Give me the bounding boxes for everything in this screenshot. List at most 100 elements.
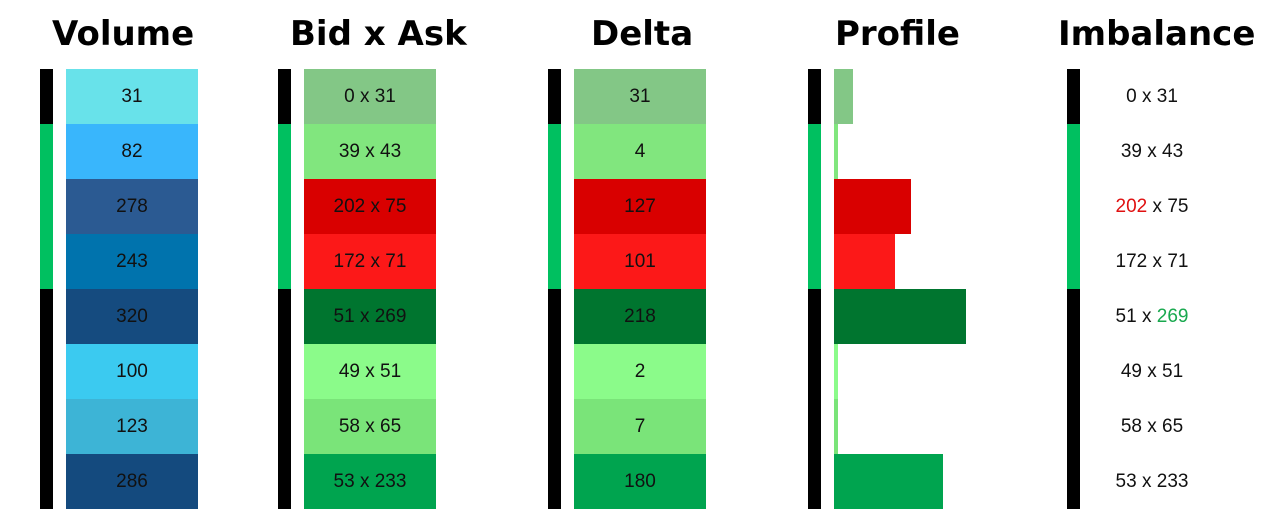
candle-segment bbox=[1067, 289, 1080, 344]
volume-cell: 31 bbox=[66, 69, 198, 124]
candle-segment bbox=[278, 69, 291, 124]
imbalance-header: Imbalance bbox=[1058, 14, 1256, 54]
bidask-cell: 172 x 71 bbox=[304, 234, 436, 289]
profile-bar bbox=[834, 399, 838, 454]
delta-cell: 31 bbox=[574, 69, 706, 124]
profile-bar bbox=[834, 124, 838, 179]
delta-cell: 101 bbox=[574, 234, 706, 289]
candle-segment bbox=[40, 234, 53, 289]
imbalance-ask: 51 bbox=[1162, 360, 1184, 382]
profile-bar bbox=[834, 289, 966, 344]
profile-bar bbox=[834, 179, 911, 234]
candle-segment bbox=[40, 69, 53, 124]
bidask-candle-bar bbox=[278, 69, 291, 509]
imbalance-ask: 65 bbox=[1162, 415, 1184, 437]
imbalance-row: 172 x 71 bbox=[1090, 234, 1214, 289]
bidask-cell: 202 x 75 bbox=[304, 179, 436, 234]
delta-cell: 218 bbox=[574, 289, 706, 344]
volume-cell: 320 bbox=[66, 289, 198, 344]
imbalance-bid: 202 bbox=[1115, 195, 1148, 217]
delta-cell: 180 bbox=[574, 454, 706, 509]
candle-segment bbox=[548, 344, 561, 399]
delta-cell: 7 bbox=[574, 399, 706, 454]
candle-segment bbox=[548, 234, 561, 289]
profile-bar bbox=[834, 454, 943, 509]
imbalance-separator: x bbox=[1136, 85, 1157, 107]
imbalance-ask: 71 bbox=[1167, 250, 1189, 272]
candle-segment bbox=[40, 124, 53, 179]
bidask-cell: 49 x 51 bbox=[304, 344, 436, 399]
candle-segment bbox=[808, 234, 821, 289]
imbalance-ask: 233 bbox=[1156, 470, 1189, 492]
delta-cell: 4 bbox=[574, 124, 706, 179]
imbalance-bid: 39 bbox=[1120, 140, 1142, 162]
volume-cell: 278 bbox=[66, 179, 198, 234]
candle-segment bbox=[1067, 179, 1080, 234]
candle-segment bbox=[40, 344, 53, 399]
imbalance-bid: 51 bbox=[1115, 305, 1137, 327]
delta-cell: 127 bbox=[574, 179, 706, 234]
imbalance-separator: x bbox=[1136, 305, 1157, 327]
imbalance-row: 202 x 75 bbox=[1090, 179, 1214, 234]
delta-cell: 2 bbox=[574, 344, 706, 399]
candle-segment bbox=[40, 179, 53, 234]
bidask-cell: 39 x 43 bbox=[304, 124, 436, 179]
bidask-cell: 51 x 269 bbox=[304, 289, 436, 344]
imbalance-row: 51 x 269 bbox=[1090, 289, 1214, 344]
profile-column bbox=[834, 69, 974, 509]
candle-segment bbox=[1067, 69, 1080, 124]
candle-segment bbox=[808, 69, 821, 124]
candle-segment bbox=[1067, 124, 1080, 179]
imbalance-bid: 58 bbox=[1120, 415, 1142, 437]
imbalance-ask: 43 bbox=[1162, 140, 1184, 162]
imbalance-ask: 75 bbox=[1167, 195, 1189, 217]
candle-segment bbox=[40, 399, 53, 454]
candle-segment bbox=[548, 399, 561, 454]
candle-segment bbox=[548, 179, 561, 234]
volume-cell: 100 bbox=[66, 344, 198, 399]
candle-segment bbox=[548, 124, 561, 179]
imbalance-row: 49 x 51 bbox=[1090, 344, 1214, 399]
imbalance-candle-bar bbox=[1067, 69, 1080, 509]
delta-candle-bar bbox=[548, 69, 561, 509]
imbalance-separator: x bbox=[1147, 250, 1168, 272]
imbalance-separator: x bbox=[1147, 195, 1168, 217]
profile-header: Profile bbox=[835, 14, 960, 54]
profile-bar bbox=[834, 344, 838, 399]
imbalance-ask: 269 bbox=[1156, 305, 1189, 327]
candle-segment bbox=[278, 454, 291, 509]
candle-segment bbox=[808, 289, 821, 344]
volume-cell: 123 bbox=[66, 399, 198, 454]
candle-segment bbox=[548, 69, 561, 124]
volume-cell: 243 bbox=[66, 234, 198, 289]
candle-segment bbox=[278, 399, 291, 454]
profile-bar bbox=[834, 69, 853, 124]
imbalance-row: 58 x 65 bbox=[1090, 399, 1214, 454]
volume-column: 31 82 278 243 320 100 123 286 bbox=[66, 69, 198, 509]
candle-segment bbox=[1067, 344, 1080, 399]
bidask-cell: 53 x 233 bbox=[304, 454, 436, 509]
imbalance-bid: 49 bbox=[1120, 360, 1142, 382]
imbalance-row: 39 x 43 bbox=[1090, 124, 1214, 179]
imbalance-row: 0 x 31 bbox=[1090, 69, 1214, 124]
candle-segment bbox=[1067, 454, 1080, 509]
candle-segment bbox=[808, 179, 821, 234]
candle-segment bbox=[278, 289, 291, 344]
candle-segment bbox=[278, 124, 291, 179]
candle-segment bbox=[278, 179, 291, 234]
candle-segment bbox=[808, 124, 821, 179]
volume-cell: 82 bbox=[66, 124, 198, 179]
candle-segment bbox=[40, 289, 53, 344]
volume-header: Volume bbox=[52, 14, 195, 54]
candle-segment bbox=[1067, 399, 1080, 454]
imbalance-bid: 172 bbox=[1115, 250, 1148, 272]
bidask-header: Bid x Ask bbox=[290, 14, 467, 54]
imbalance-bid: 0 bbox=[1126, 85, 1137, 107]
bidask-cell: 0 x 31 bbox=[304, 69, 436, 124]
imbalance-separator: x bbox=[1141, 415, 1163, 437]
imbalance-column: 0 x 31 39 x 43 202 x 75 172 x 71 51 x 269 49 … bbox=[1090, 69, 1214, 509]
imbalance-bid: 53 bbox=[1115, 470, 1137, 492]
candle-segment bbox=[278, 344, 291, 399]
candle-segment bbox=[40, 454, 53, 509]
delta-header: Delta bbox=[591, 14, 694, 54]
